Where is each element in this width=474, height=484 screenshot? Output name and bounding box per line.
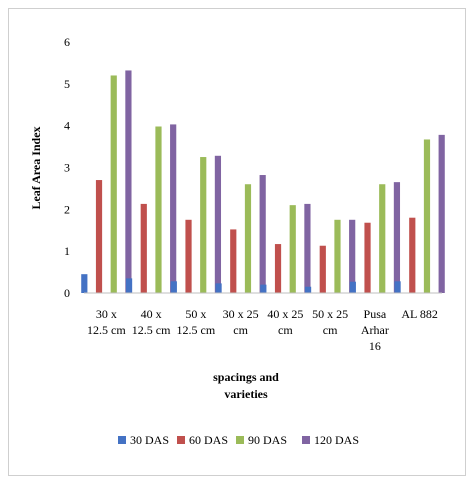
bar bbox=[110, 75, 117, 293]
x-category-label: cm bbox=[233, 323, 248, 337]
bar bbox=[349, 281, 356, 293]
x-axis-title-line-2: varieties bbox=[224, 387, 268, 401]
x-category-label: 40 x bbox=[141, 307, 162, 321]
y-axis-title: Leaf Area Index bbox=[29, 126, 43, 209]
x-category-label: cm bbox=[278, 323, 293, 337]
bar bbox=[304, 286, 312, 293]
bar bbox=[423, 139, 431, 293]
x-category-label: 12.5 cm bbox=[87, 323, 126, 337]
x-category-label: 30 x bbox=[96, 307, 117, 321]
bar bbox=[319, 245, 326, 293]
bar bbox=[230, 229, 237, 293]
legend-swatch bbox=[177, 436, 185, 444]
bar bbox=[289, 205, 296, 293]
x-category-label: Pusa bbox=[364, 307, 387, 321]
bar bbox=[304, 203, 311, 293]
bar bbox=[125, 278, 133, 293]
y-tick-label: 6 bbox=[64, 35, 70, 49]
bar bbox=[274, 244, 282, 293]
legend-swatch bbox=[302, 436, 310, 444]
x-category-label: 50 x bbox=[185, 307, 206, 321]
bar bbox=[244, 184, 252, 293]
legend-swatch bbox=[236, 436, 244, 444]
bar bbox=[81, 274, 88, 293]
y-tick-label: 5 bbox=[64, 77, 70, 91]
bar bbox=[185, 219, 192, 293]
legend-label: 60 DAS bbox=[189, 433, 228, 447]
bar bbox=[200, 157, 207, 293]
legend-label: 120 DAS bbox=[314, 433, 359, 447]
bar bbox=[95, 180, 103, 293]
legend-label: 30 DAS bbox=[130, 433, 169, 447]
bar bbox=[349, 219, 356, 293]
bar bbox=[215, 283, 222, 293]
x-category-label: Arhar bbox=[361, 323, 389, 337]
bar bbox=[260, 284, 267, 293]
x-category-label: 50 x 25 bbox=[312, 307, 348, 321]
y-axis-title-group: Leaf Area Index bbox=[29, 126, 43, 209]
bars bbox=[81, 70, 445, 293]
legend-label: 90 DAS bbox=[248, 433, 287, 447]
bar bbox=[214, 155, 222, 293]
bar bbox=[409, 217, 416, 293]
chart-frame bbox=[8, 8, 466, 476]
y-tick-label: 2 bbox=[64, 202, 70, 216]
x-axis-title-line-1: spacings and bbox=[213, 370, 279, 384]
bar bbox=[364, 222, 371, 293]
y-tick-label: 1 bbox=[64, 244, 70, 258]
y-tick-label: 4 bbox=[64, 119, 70, 133]
bar bbox=[334, 219, 341, 293]
legend-swatch bbox=[118, 436, 126, 444]
y-tick-label: 3 bbox=[64, 161, 70, 175]
bar bbox=[140, 203, 147, 293]
x-category-label: 30 x 25 bbox=[223, 307, 259, 321]
y-tick-label: 0 bbox=[64, 286, 70, 300]
bar bbox=[155, 126, 162, 293]
bar bbox=[379, 184, 386, 293]
x-axis-category-labels: 30 x 12.5 cm 40 x 12.5 cm 50 x 12.5 cm 30 x 25… bbox=[87, 307, 438, 353]
bar bbox=[259, 175, 266, 293]
bar bbox=[394, 281, 401, 293]
bar bbox=[438, 134, 445, 293]
x-category-label: 12.5 cm bbox=[132, 323, 171, 337]
bar bbox=[170, 124, 177, 293]
x-category-label: 40 x 25 bbox=[267, 307, 303, 321]
bar bbox=[125, 70, 132, 293]
x-category-label: AL 882 bbox=[401, 307, 438, 321]
bar bbox=[393, 182, 401, 293]
x-category-label: 12.5 cm bbox=[177, 323, 216, 337]
x-category-label: 16 bbox=[369, 339, 381, 353]
x-category-label: cm bbox=[323, 323, 338, 337]
y-axis-ticks: 0 1 2 3 4 5 6 bbox=[64, 35, 70, 300]
bar bbox=[170, 281, 177, 293]
legend: 30 DAS 60 DAS 90 DAS 120 DAS bbox=[118, 433, 359, 447]
